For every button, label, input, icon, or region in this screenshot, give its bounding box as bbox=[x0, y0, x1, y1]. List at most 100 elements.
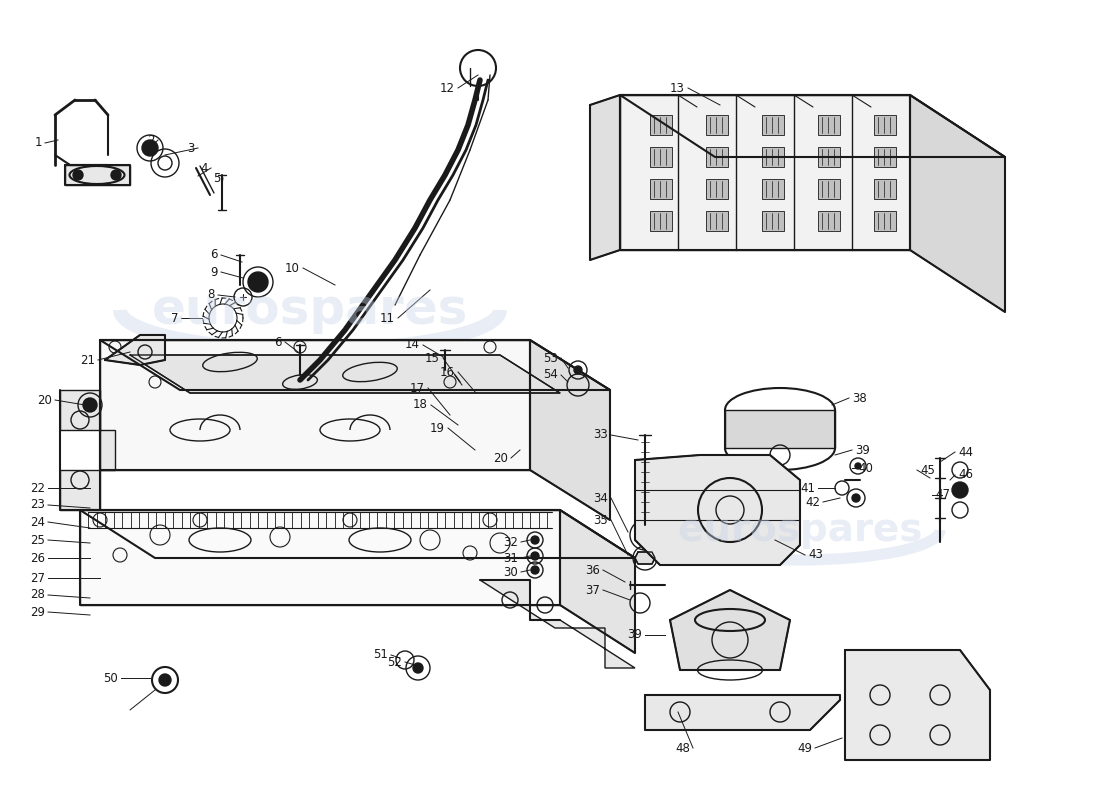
Text: 5: 5 bbox=[212, 171, 220, 185]
Text: 51: 51 bbox=[373, 649, 388, 662]
Text: 3: 3 bbox=[188, 142, 195, 154]
Polygon shape bbox=[845, 650, 990, 760]
Polygon shape bbox=[874, 211, 896, 231]
Text: 2: 2 bbox=[147, 134, 155, 146]
Polygon shape bbox=[762, 115, 784, 135]
Text: 17: 17 bbox=[410, 382, 425, 394]
Polygon shape bbox=[100, 340, 530, 470]
Text: 50: 50 bbox=[103, 671, 118, 685]
Polygon shape bbox=[635, 552, 654, 564]
Polygon shape bbox=[725, 410, 835, 448]
Polygon shape bbox=[645, 695, 840, 730]
Text: 44: 44 bbox=[958, 446, 974, 458]
Text: 41: 41 bbox=[800, 482, 815, 494]
Text: 20: 20 bbox=[37, 394, 52, 406]
Polygon shape bbox=[530, 340, 610, 520]
Polygon shape bbox=[65, 165, 130, 185]
Polygon shape bbox=[762, 147, 784, 167]
Polygon shape bbox=[480, 580, 635, 668]
Polygon shape bbox=[706, 211, 728, 231]
Text: 28: 28 bbox=[30, 589, 45, 602]
Text: 35: 35 bbox=[593, 514, 608, 526]
Circle shape bbox=[482, 392, 498, 408]
Text: 19: 19 bbox=[430, 422, 446, 434]
Polygon shape bbox=[910, 95, 1005, 312]
Polygon shape bbox=[818, 179, 840, 199]
Text: 12: 12 bbox=[440, 82, 455, 94]
Polygon shape bbox=[818, 211, 840, 231]
Polygon shape bbox=[130, 355, 560, 393]
Text: 48: 48 bbox=[675, 742, 690, 754]
Polygon shape bbox=[100, 340, 611, 390]
Text: 34: 34 bbox=[593, 491, 608, 505]
Text: 52: 52 bbox=[387, 655, 402, 669]
Polygon shape bbox=[670, 590, 790, 670]
Circle shape bbox=[531, 566, 539, 574]
Polygon shape bbox=[650, 179, 672, 199]
Text: 23: 23 bbox=[30, 498, 45, 511]
Circle shape bbox=[852, 494, 860, 502]
Text: 47: 47 bbox=[935, 489, 950, 502]
Text: 45: 45 bbox=[920, 463, 935, 477]
Polygon shape bbox=[620, 95, 910, 250]
Text: 26: 26 bbox=[30, 551, 45, 565]
Text: 43: 43 bbox=[808, 549, 823, 562]
Polygon shape bbox=[762, 179, 784, 199]
Text: 1: 1 bbox=[34, 137, 42, 150]
Text: 22: 22 bbox=[30, 482, 45, 494]
Polygon shape bbox=[80, 510, 635, 558]
Text: 39: 39 bbox=[627, 629, 642, 642]
Text: 42: 42 bbox=[805, 495, 820, 509]
Text: 8: 8 bbox=[208, 289, 214, 302]
Circle shape bbox=[412, 663, 424, 673]
Text: 49: 49 bbox=[798, 742, 812, 754]
Text: 31: 31 bbox=[503, 551, 518, 565]
Text: 18: 18 bbox=[414, 398, 428, 411]
Text: 11: 11 bbox=[379, 311, 395, 325]
Text: 30: 30 bbox=[504, 566, 518, 578]
Circle shape bbox=[82, 398, 97, 412]
Polygon shape bbox=[874, 179, 896, 199]
Text: 33: 33 bbox=[593, 429, 608, 442]
Polygon shape bbox=[874, 147, 896, 167]
Text: 13: 13 bbox=[670, 82, 685, 94]
Text: 15: 15 bbox=[425, 351, 440, 365]
Text: 10: 10 bbox=[285, 262, 300, 274]
Polygon shape bbox=[706, 179, 728, 199]
Text: 7: 7 bbox=[170, 311, 178, 325]
Text: 32: 32 bbox=[503, 535, 518, 549]
Text: 54: 54 bbox=[543, 369, 558, 382]
Text: 29: 29 bbox=[30, 606, 45, 618]
Polygon shape bbox=[635, 455, 800, 565]
Polygon shape bbox=[620, 95, 1005, 157]
Text: 36: 36 bbox=[585, 563, 600, 577]
Circle shape bbox=[952, 482, 968, 498]
Text: 6: 6 bbox=[210, 249, 218, 262]
Text: 38: 38 bbox=[852, 391, 867, 405]
Circle shape bbox=[160, 674, 170, 686]
Text: 39: 39 bbox=[855, 443, 870, 457]
Text: 46: 46 bbox=[958, 469, 974, 482]
Text: 25: 25 bbox=[30, 534, 45, 546]
Polygon shape bbox=[104, 335, 165, 365]
Text: 20: 20 bbox=[493, 451, 508, 465]
Polygon shape bbox=[706, 115, 728, 135]
Circle shape bbox=[531, 536, 539, 544]
Text: 6: 6 bbox=[275, 335, 282, 349]
Circle shape bbox=[248, 272, 268, 292]
Polygon shape bbox=[560, 510, 635, 653]
Polygon shape bbox=[818, 147, 840, 167]
Text: 4: 4 bbox=[200, 162, 208, 174]
Polygon shape bbox=[874, 115, 896, 135]
Polygon shape bbox=[762, 211, 784, 231]
Text: 40: 40 bbox=[858, 462, 873, 474]
Polygon shape bbox=[650, 211, 672, 231]
Text: 37: 37 bbox=[585, 583, 600, 597]
Polygon shape bbox=[650, 115, 672, 135]
Text: 14: 14 bbox=[405, 338, 420, 351]
Text: 24: 24 bbox=[30, 515, 45, 529]
Polygon shape bbox=[818, 115, 840, 135]
Polygon shape bbox=[80, 510, 560, 605]
Circle shape bbox=[855, 463, 861, 469]
Polygon shape bbox=[706, 147, 728, 167]
